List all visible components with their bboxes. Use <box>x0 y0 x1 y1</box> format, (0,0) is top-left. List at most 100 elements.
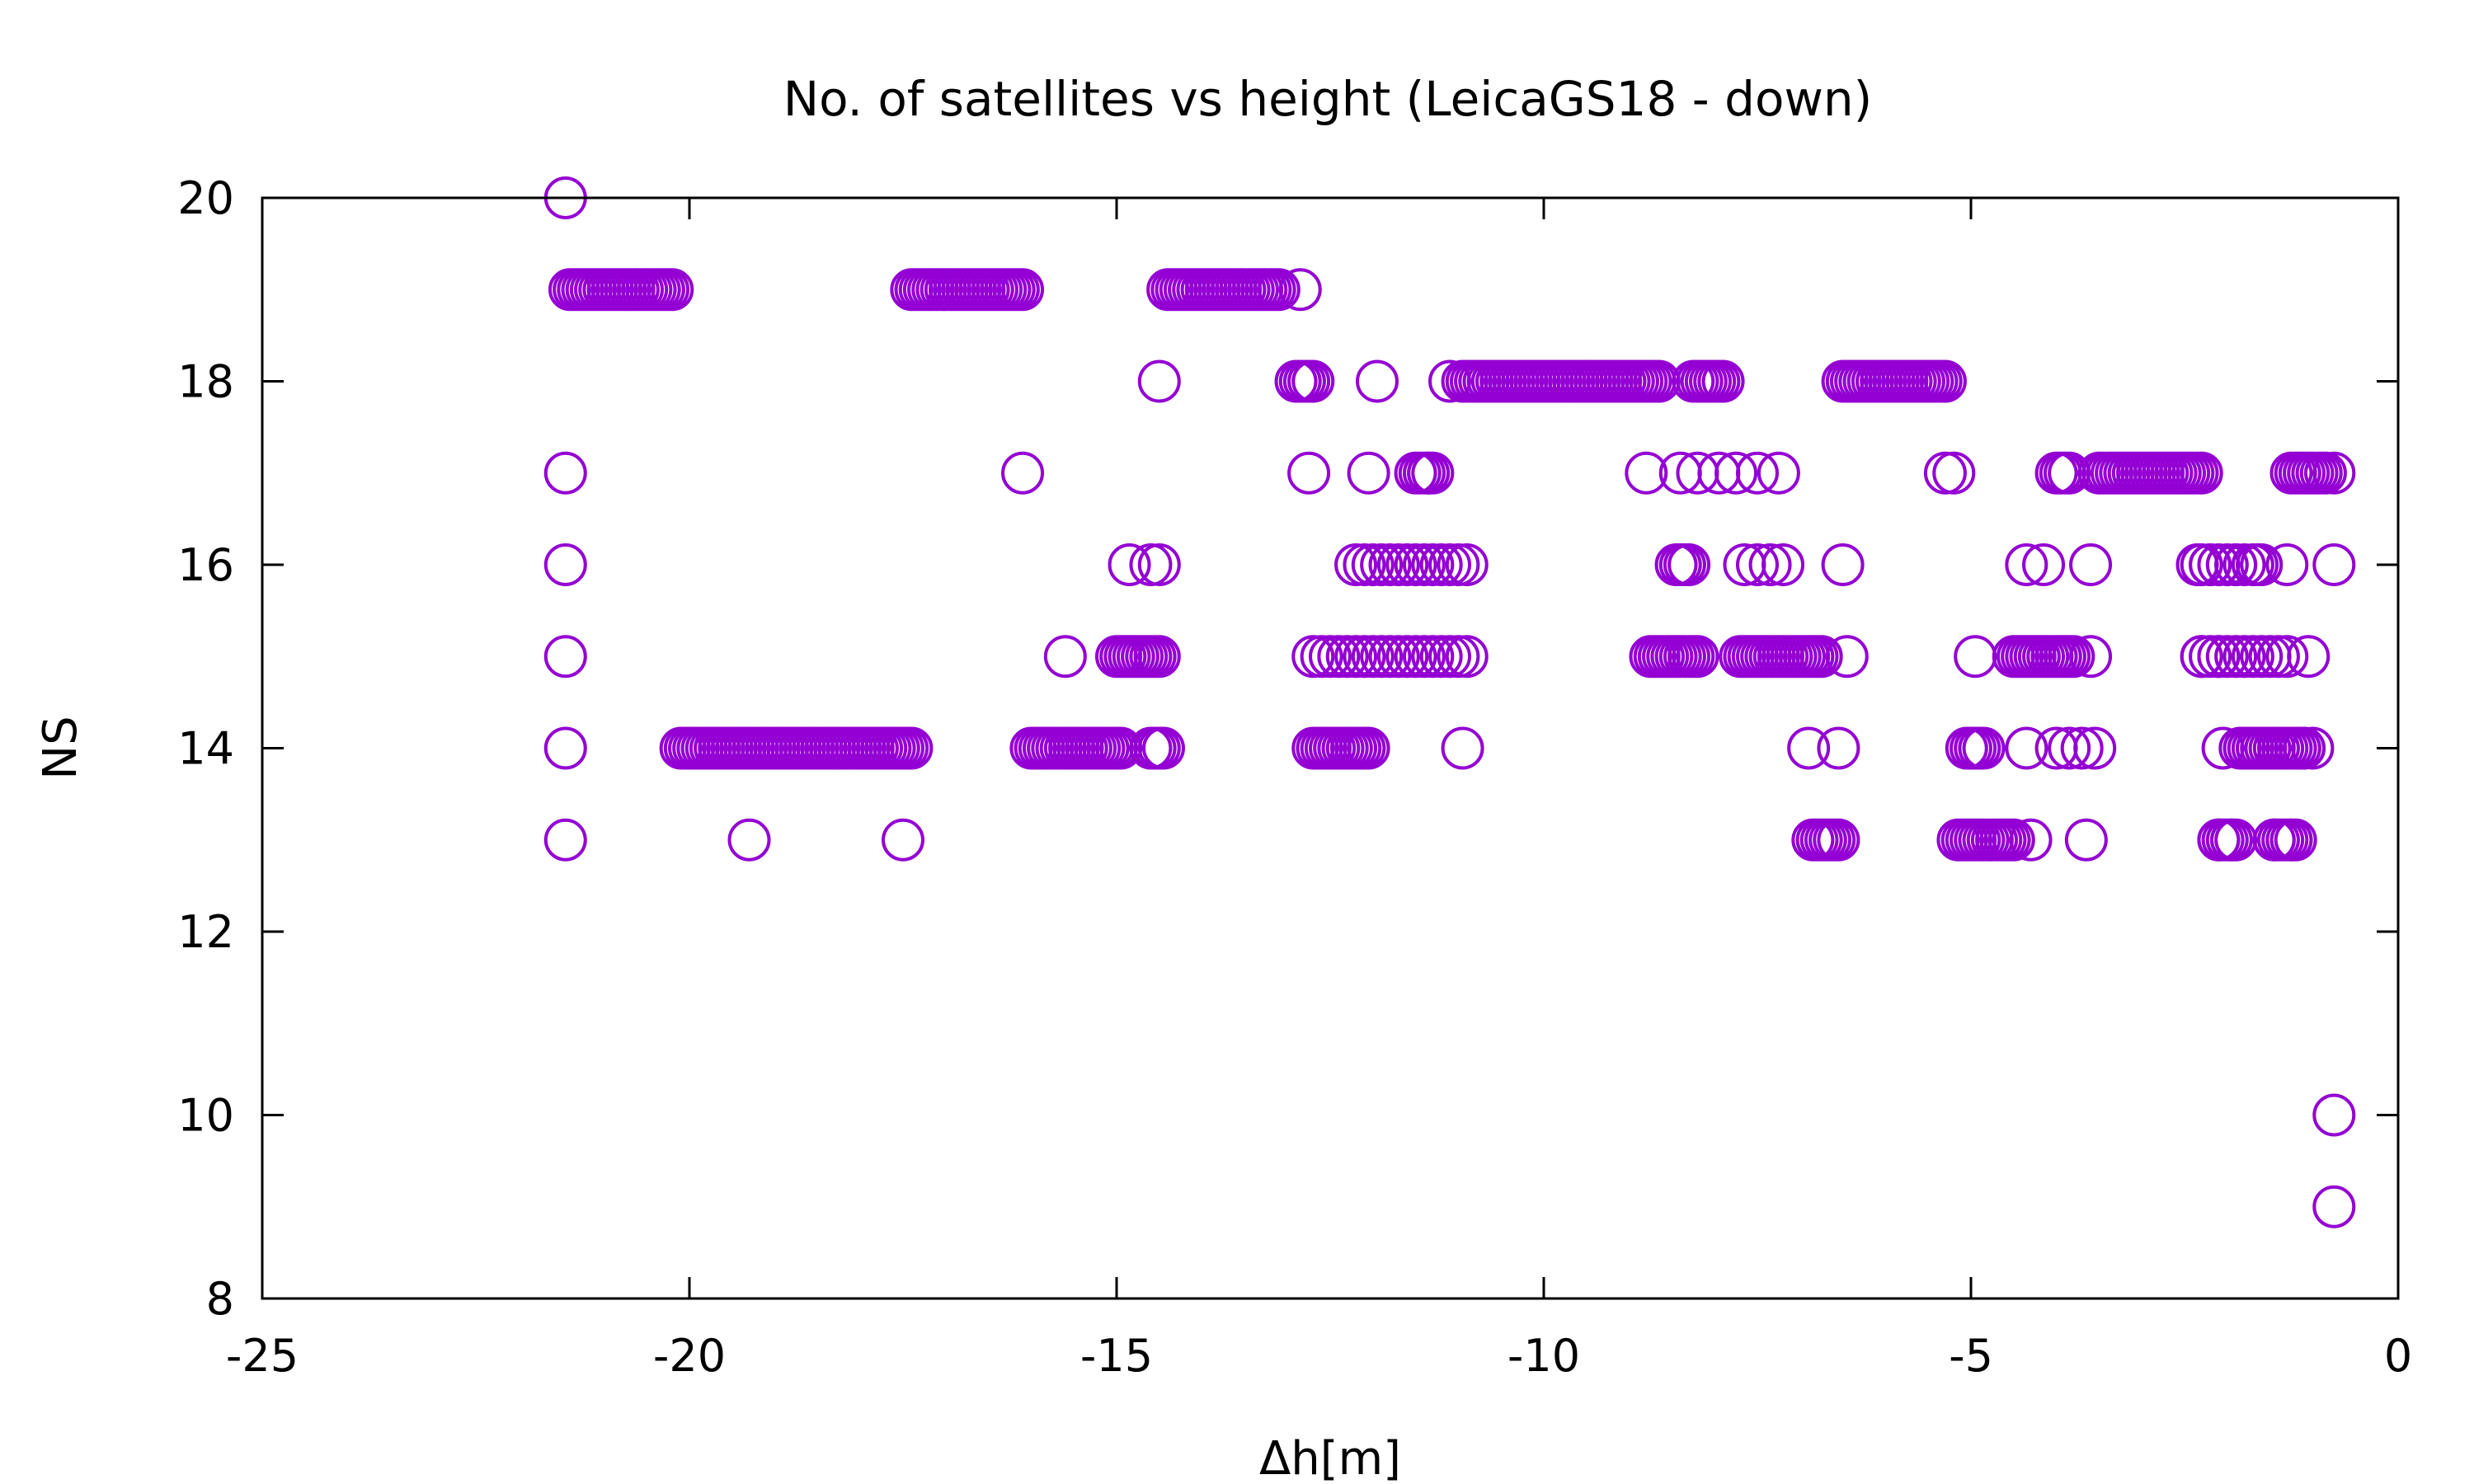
data-point <box>1676 635 1719 679</box>
y-tick-label: 20 <box>177 172 234 224</box>
data-point <box>1309 635 1352 679</box>
data-point <box>1402 635 1446 679</box>
data-point <box>1441 726 1484 770</box>
x-tick-label: -5 <box>1949 1330 1993 1382</box>
y-tick-label: 14 <box>177 723 234 775</box>
data-point <box>2269 818 2313 862</box>
data-point <box>1287 451 1331 495</box>
data-point <box>1282 359 1326 403</box>
data-point <box>1445 635 1489 679</box>
data-point <box>1992 818 2035 862</box>
data-point <box>2197 818 2241 862</box>
data-point <box>2214 543 2258 586</box>
data-point <box>1658 543 1702 586</box>
data-point <box>1137 726 1181 770</box>
data-point <box>1394 635 1437 679</box>
data-point <box>1355 359 1399 403</box>
data-point <box>543 451 587 495</box>
data-point <box>2009 818 2053 862</box>
data-point <box>1137 635 1181 679</box>
data-point <box>543 818 587 862</box>
data-point <box>2236 543 2279 586</box>
data-point <box>1419 543 1463 586</box>
data-point <box>1761 543 1805 586</box>
x-axis-title: Δh[m] <box>1259 1432 1401 1484</box>
data-point <box>2039 451 2082 495</box>
data-point <box>1701 359 1745 403</box>
data-point <box>1278 268 1322 312</box>
data-point <box>1787 726 1831 770</box>
data-point <box>1799 635 1843 679</box>
data-point <box>2197 635 2241 679</box>
data-point <box>1748 543 1792 586</box>
data-point <box>882 818 924 862</box>
x-tick-label: -25 <box>226 1330 299 1382</box>
data-point <box>2265 543 2309 586</box>
data-point <box>1001 268 1045 312</box>
data-point <box>1043 635 1087 679</box>
data-point <box>1419 635 1463 679</box>
data-point <box>651 268 694 312</box>
data-point <box>1394 451 1437 495</box>
data-point <box>1368 543 1412 586</box>
data-point <box>1445 543 1489 586</box>
data-point <box>1402 451 1446 495</box>
data-point <box>1368 635 1412 679</box>
data-point <box>2252 818 2296 862</box>
data-point <box>1407 451 1451 495</box>
data-point <box>1932 451 1976 495</box>
data-point <box>1360 635 1404 679</box>
y-tick-label: 12 <box>177 906 234 958</box>
x-tick-label: -10 <box>1507 1330 1580 1382</box>
y-tick-label: 10 <box>177 1090 234 1142</box>
data-point <box>2312 451 2356 495</box>
data-point <box>2209 818 2253 862</box>
data-point <box>1428 543 1472 586</box>
data-point <box>2222 543 2266 586</box>
data-point <box>1291 635 1335 679</box>
data-point <box>1376 635 1420 679</box>
data-point <box>1757 451 1800 495</box>
data-point <box>2048 726 2091 770</box>
data-point <box>2312 543 2356 586</box>
data-point <box>2312 1185 2356 1228</box>
data-point <box>1954 726 1997 770</box>
data-point <box>1385 635 1429 679</box>
data-point <box>2205 543 2249 586</box>
data-point <box>1257 268 1300 312</box>
data-point <box>1129 543 1173 586</box>
x-tick-label: -20 <box>653 1330 726 1382</box>
data-point <box>1817 818 1860 862</box>
data-point <box>1334 635 1378 679</box>
data-point <box>1347 726 1390 770</box>
data-point <box>1954 635 1997 679</box>
data-point <box>1411 543 1455 586</box>
data-point <box>2214 635 2258 679</box>
data-point <box>1962 726 2006 770</box>
data-point <box>1923 359 1967 403</box>
data-point <box>2265 635 2309 679</box>
data-point <box>2052 635 2095 679</box>
data-point <box>2005 543 2048 586</box>
y-tick-label: 8 <box>206 1273 234 1325</box>
data-point <box>1317 635 1361 679</box>
data-point <box>1141 726 1185 770</box>
data-point <box>1351 543 1395 586</box>
data-point <box>1325 635 1369 679</box>
data-point <box>890 726 934 770</box>
data-point <box>1714 451 1758 495</box>
data-point <box>1411 635 1455 679</box>
data-point <box>727 818 771 862</box>
data-point <box>2312 1093 2356 1137</box>
data-point <box>1108 543 1151 586</box>
data-point <box>2189 543 2232 586</box>
data-point <box>1137 359 1181 403</box>
data-point <box>1817 726 1860 770</box>
data-point <box>2180 451 2223 495</box>
data-point <box>1437 543 1480 586</box>
data-point <box>1825 635 1869 679</box>
y-axis-title: NS <box>34 716 87 779</box>
data-point <box>2291 726 2335 770</box>
data-point <box>2231 635 2274 679</box>
